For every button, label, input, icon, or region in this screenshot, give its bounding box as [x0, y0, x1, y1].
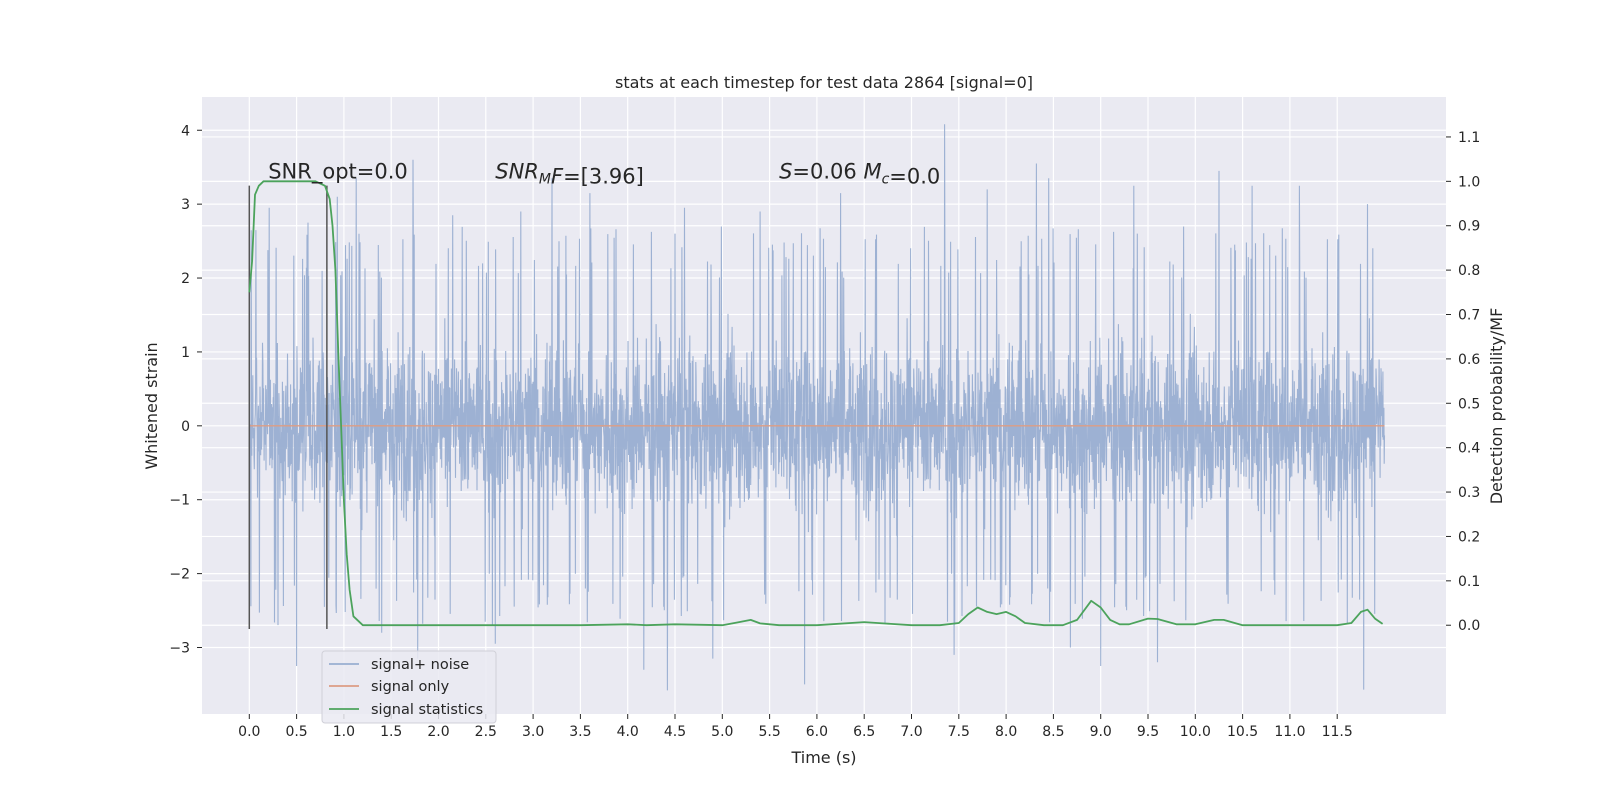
- y2-tick-label-3: 0.3: [1458, 485, 1480, 501]
- y-tick-label-6: 3: [181, 197, 190, 213]
- y-tick-label-1: −2: [169, 567, 190, 583]
- x-tick-label-18: 9.0: [1090, 724, 1112, 740]
- y2-tick-label-0: 0.0: [1458, 618, 1480, 634]
- x-tick-label-15: 7.5: [948, 724, 970, 740]
- x-tick-label-17: 8.5: [1042, 724, 1064, 740]
- chart-title: stats at each timestep for test data 286…: [615, 73, 1033, 92]
- y2-axis-label: Detection probability/MF: [1487, 308, 1506, 505]
- x-tick-label-9: 4.5: [664, 724, 686, 740]
- y2-tick-label-4: 0.4: [1458, 441, 1480, 457]
- legend-label-signal-only: signal only: [371, 679, 450, 695]
- x-tick-label-10: 5.0: [711, 724, 733, 740]
- x-tick-label-11: 5.5: [758, 724, 780, 740]
- y2-tick-label-8: 0.8: [1458, 263, 1480, 279]
- signal-plus-noise-line: [248, 124, 1386, 691]
- x-axis-label: Time (s): [790, 748, 856, 767]
- x-axis-ticks: 0.0 0.5 1.0 1.5 2.0 2.5 3.0 3.5 4.0 4.5 5.0 5.5 6.0 6…: [238, 714, 1353, 740]
- x-tick-label-16: 8.0: [995, 724, 1017, 740]
- marker-lines: [248, 185, 328, 630]
- legend: signal+ noise signal only signal statist…: [321, 650, 497, 724]
- x-tick-label-13: 6.5: [853, 724, 875, 740]
- series-signal-statistics: [248, 180, 1384, 627]
- x-tick-label-5: 2.5: [475, 724, 497, 740]
- series-signal-plus-noise: [248, 124, 1386, 691]
- y2-tick-label-5: 0.5: [1458, 396, 1480, 412]
- y-tick-label-5: 2: [181, 271, 190, 287]
- legend-box: [321, 650, 497, 724]
- y2-axis-ticks: 0.0 0.1 0.2 0.3 0.4 0.5 0.6 0.7 0.8 0.9 1.0 1.1: [1446, 130, 1480, 634]
- y2-tick-label-1: 0.1: [1458, 574, 1480, 590]
- x-tick-label-0: 0.0: [238, 724, 260, 740]
- x-tick-label-2: 1.0: [333, 724, 355, 740]
- y-axis-ticks: −3 −2 −1 0 1 2 3 4: [169, 123, 202, 656]
- x-tick-label-12: 6.0: [806, 724, 828, 740]
- annotation-1: SNRMF=[3.96]: [495, 159, 644, 188]
- y2-tick-label-9: 0.9: [1458, 219, 1480, 235]
- y2-tick-label-7: 0.7: [1458, 308, 1480, 324]
- y2-tick-label-6: 0.6: [1458, 352, 1480, 368]
- y-axis-label: Whitened strain: [142, 342, 161, 469]
- x-tick-label-1: 0.5: [285, 724, 307, 740]
- annotations: SNR_opt=0.0 SNRMF=[3.96] S=0.06 Mc=0.0: [268, 159, 940, 188]
- x-tick-label-8: 4.0: [617, 724, 639, 740]
- y-tick-label-2: −1: [169, 493, 190, 509]
- legend-label-signal-statistics: signal statistics: [371, 702, 483, 718]
- y2-tick-label-10: 1.0: [1458, 174, 1480, 190]
- x-tick-label-23: 11.5: [1322, 724, 1353, 740]
- x-tick-label-19: 9.5: [1137, 724, 1159, 740]
- y-tick-label-3: 0: [181, 419, 190, 435]
- x-tick-label-22: 11.0: [1274, 724, 1305, 740]
- y-tick-label-7: 4: [181, 123, 190, 139]
- x-tick-label-14: 7.0: [900, 724, 922, 740]
- x-tick-label-3: 1.5: [380, 724, 402, 740]
- x-tick-label-20: 10.0: [1180, 724, 1211, 740]
- y2-tick-label-11: 1.1: [1458, 130, 1480, 146]
- x-tick-label-4: 2.0: [427, 724, 449, 740]
- legend-label-signal-plus-noise: signal+ noise: [371, 657, 469, 673]
- y-tick-label-0: −3: [169, 640, 190, 656]
- x-tick-label-7: 3.5: [569, 724, 591, 740]
- y-tick-label-4: 1: [181, 345, 190, 361]
- annotation-0: SNR_opt=0.0: [268, 159, 408, 184]
- signal-statistics-line: [248, 180, 1384, 627]
- x-tick-label-21: 10.5: [1227, 724, 1258, 740]
- y2-tick-label-2: 0.2: [1458, 529, 1480, 545]
- annotation-2: S=0.06 Mc=0.0: [779, 159, 940, 188]
- x-tick-label-6: 3.0: [522, 724, 544, 740]
